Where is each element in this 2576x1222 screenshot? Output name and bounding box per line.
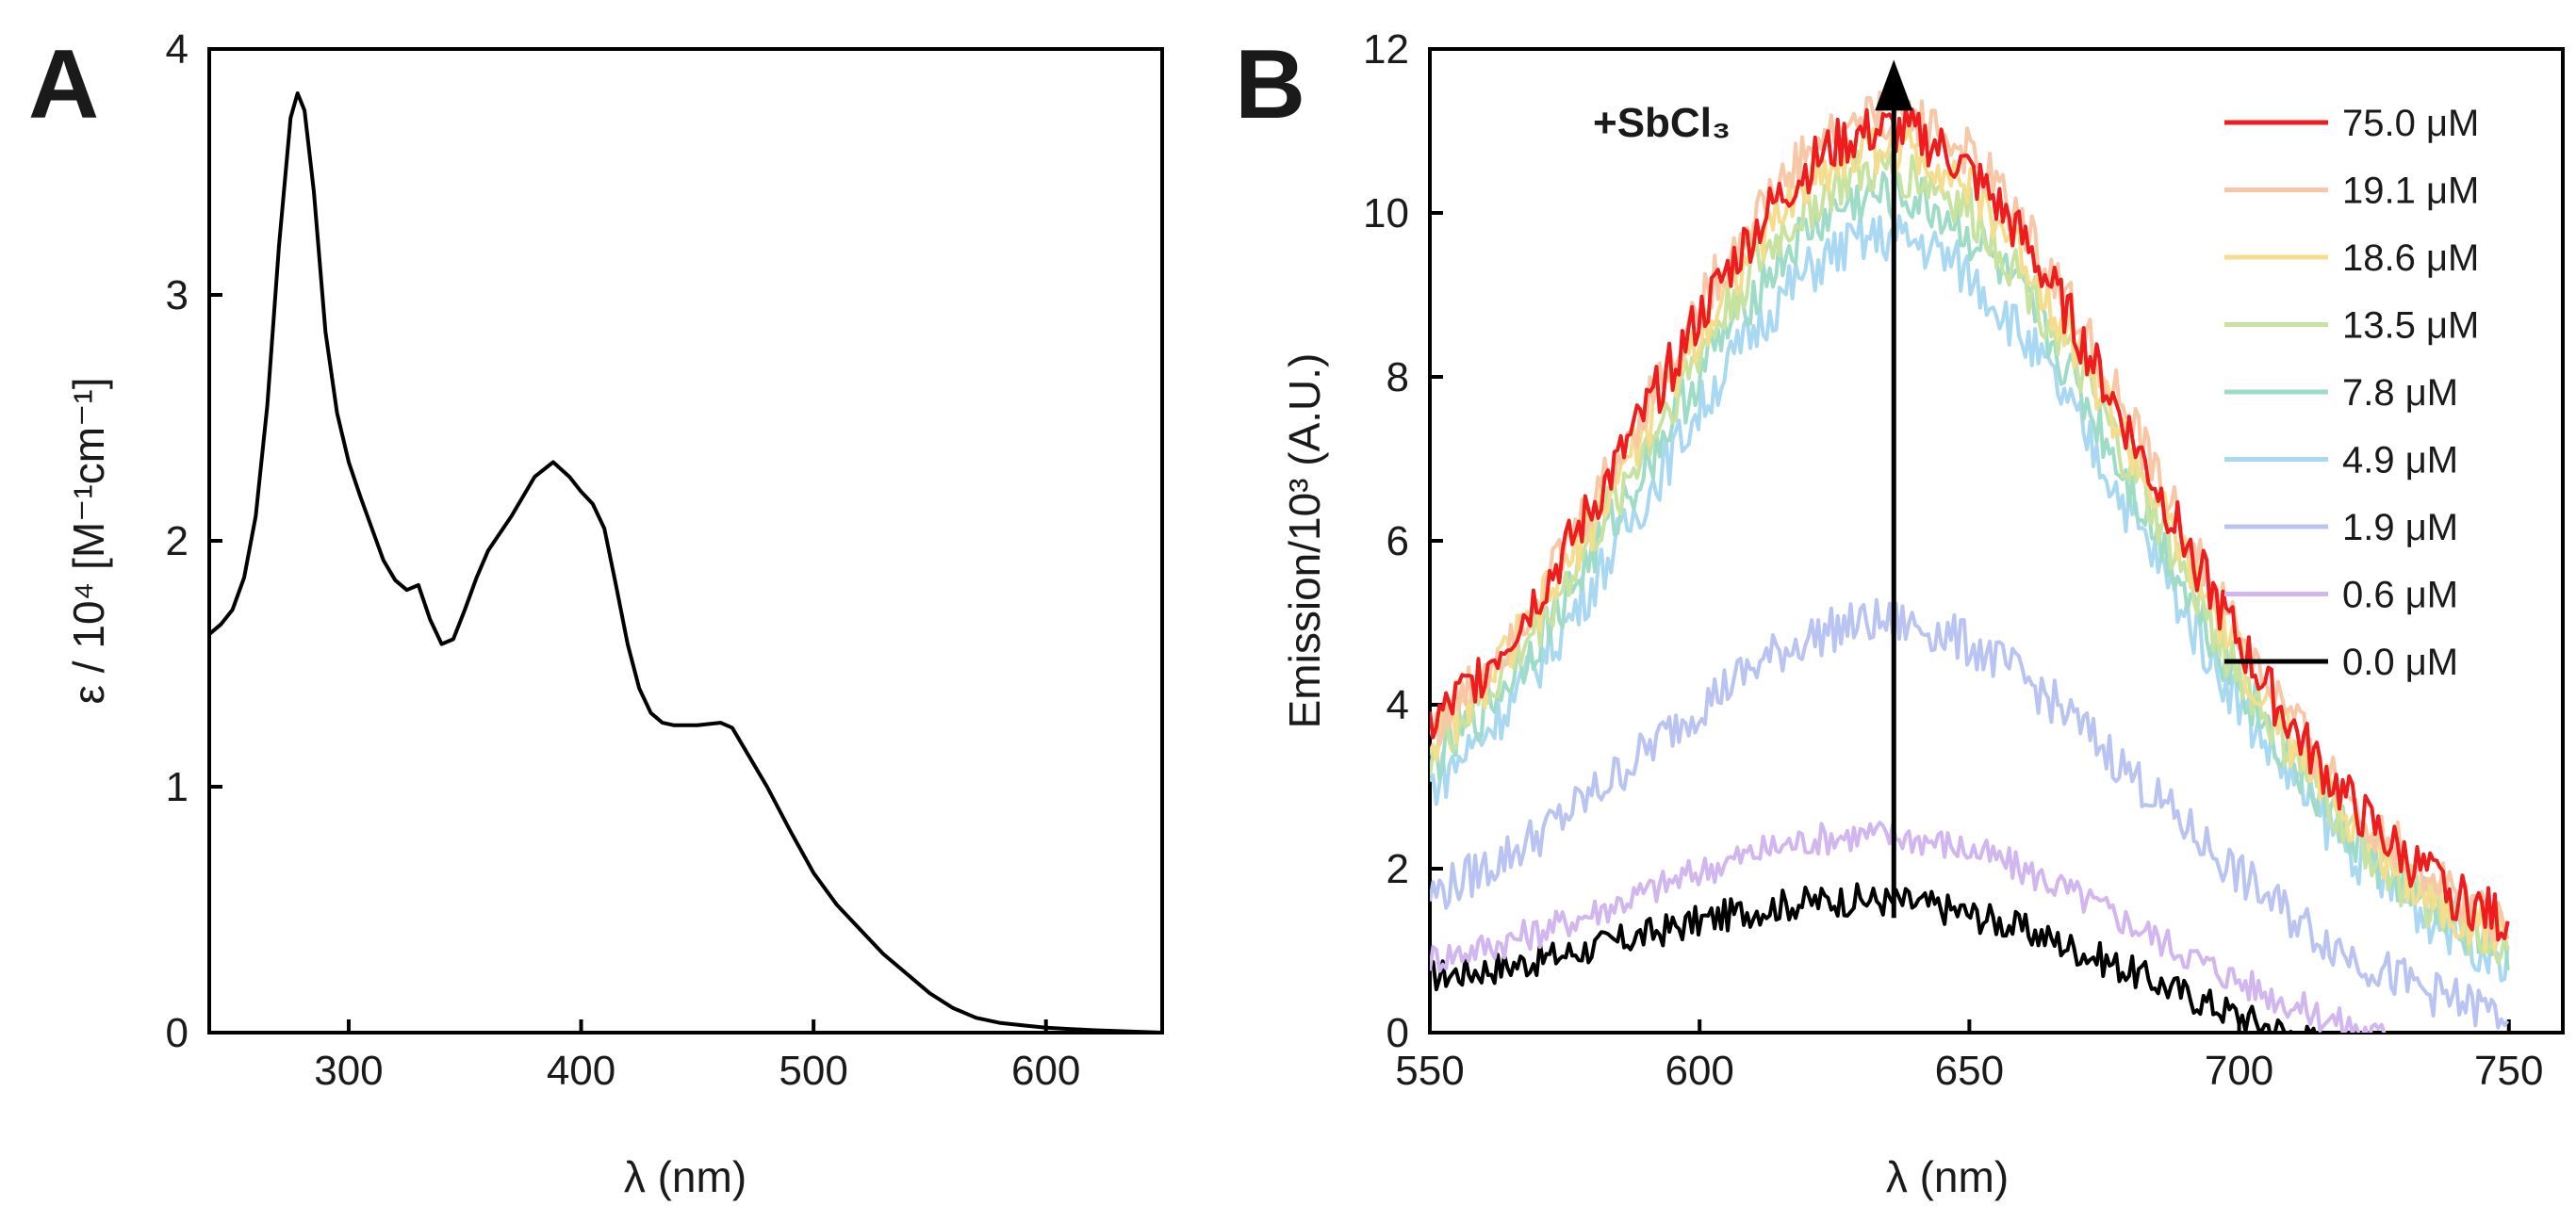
legend: 75.0 μM 19.1 μM 18.6 μM 13.5 μM 7.8 μM 4.9 μM… <box>2224 103 2479 683</box>
legend-label: 4.9 μM <box>2342 440 2458 481</box>
legend-label: 13.5 μM <box>2342 305 2479 347</box>
panel-b-x-tick-label: 650 <box>1935 1048 2004 1094</box>
panel-b-x-tick-label: 750 <box>2474 1048 2543 1094</box>
panel-b-x-tick-label: 600 <box>1665 1048 1733 1094</box>
panel-b-letter: B <box>1235 30 1305 139</box>
emission-line <box>1430 597 2510 1030</box>
emission-line <box>1430 882 2322 1033</box>
panel-a-y-tick-label: 1 <box>166 764 189 810</box>
panel-a-x-label: λ (nm) <box>624 1152 747 1201</box>
chart-panel-a: A 300 400 500 600 0 1 2 3 4 λ (nm) ε / 10⁴ [M⁻¹c… <box>28 26 1164 1201</box>
legend-label: 75.0 μM <box>2342 103 2479 144</box>
panel-a-y-tick-label: 3 <box>166 272 189 318</box>
panel-b-y-tick-label: 0 <box>1386 1010 1409 1056</box>
panel-a-x-tick-label: 600 <box>1011 1048 1080 1094</box>
legend-label: 0.6 μM <box>2342 575 2458 616</box>
chart-panel-b: B 550 600 650 700 750 0 2 4 6 8 10 12 +SbCl₃ 75.0 μ… <box>1235 26 2565 1201</box>
panel-a-y-tick-label: 4 <box>166 26 189 73</box>
panel-b-y-tick-label: 10 <box>1363 190 1409 236</box>
panel-a-x-tick-label: 400 <box>547 1048 615 1094</box>
panel-b-y-label: Emission/10³ (A.U.) <box>1280 353 1329 729</box>
panel-b-y-tick-label: 8 <box>1386 354 1409 400</box>
panel-b-x-label: λ (nm) <box>1886 1152 2009 1201</box>
panel-b-x-tick-label: 550 <box>1395 1048 1464 1094</box>
panel-a-x-tick-label: 500 <box>779 1048 847 1094</box>
panel-b-y-tick-label: 4 <box>1386 682 1409 728</box>
legend-label: 18.6 μM <box>2342 237 2479 279</box>
legend-label: 1.9 μM <box>2342 507 2458 548</box>
emission-line <box>1430 821 2387 1033</box>
panel-a-y-tick-label: 0 <box>166 1010 189 1056</box>
arrow-head <box>1875 59 1913 111</box>
panel-b-y-tick-label: 2 <box>1386 846 1409 892</box>
emission-line <box>1430 214 2510 983</box>
panel-a-y-tick-label: 2 <box>166 518 189 564</box>
panel-a-letter: A <box>28 30 99 139</box>
panel-a-x-tick-label: 300 <box>314 1048 383 1094</box>
panel-a-y-label: ε / 10⁴ [M⁻¹cm⁻¹] <box>64 378 113 705</box>
emission-series <box>1430 88 2510 1033</box>
panel-a-frame <box>207 47 1164 1035</box>
panel-b-y-tick-label: 12 <box>1363 26 1409 73</box>
legend-label: 0.0 μM <box>2342 642 2458 683</box>
panel-b-x-tick-label: 700 <box>2205 1048 2273 1094</box>
legend-label: 19.1 μM <box>2342 171 2479 212</box>
legend-label: 7.8 μM <box>2342 372 2458 414</box>
emission-line <box>1430 107 2510 942</box>
panel-b-y-tick-label: 6 <box>1386 518 1409 564</box>
sbcl3-annotation: +SbCl₃ <box>1593 100 1731 146</box>
titration-arrow <box>1875 59 1913 919</box>
absorption-curve <box>207 91 1163 1035</box>
panel-a-ticks: 300 400 500 600 0 1 2 3 4 <box>166 26 1081 1094</box>
